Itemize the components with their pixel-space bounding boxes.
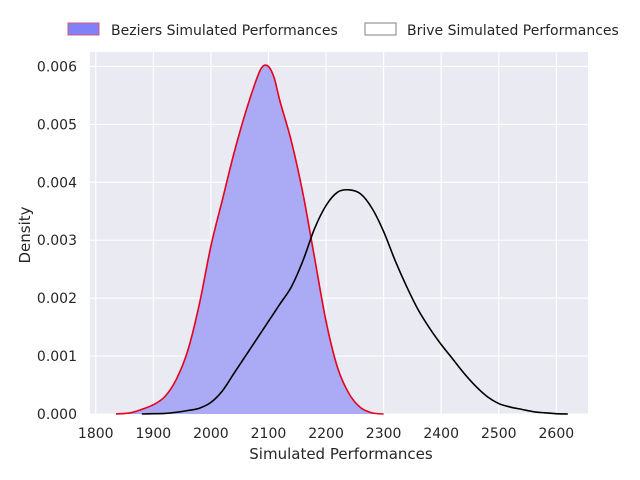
y-tick-label-6: 0.006 — [37, 59, 77, 75]
y-axis-label: Density — [16, 206, 34, 263]
x-axis-ticks: 1800 1900 2000 2100 2200 2300 2400 2500 2600 — [78, 426, 574, 442]
x-axis-label: Simulated Performances — [249, 445, 433, 463]
legend-label-1: Brive Simulated Performances — [407, 23, 619, 39]
x-tick-label-6: 2400 — [423, 426, 459, 442]
series-0-line — [115, 64, 384, 415]
y-tick-label-1: 0.001 — [37, 349, 77, 365]
x-tick-label-2: 2000 — [193, 426, 229, 442]
y-tick-label-0: 0.000 — [37, 407, 77, 423]
legend-label-0: Beziers Simulated Performances — [111, 23, 338, 39]
series-0-area — [115, 65, 384, 414]
legend-swatch-0 — [67, 22, 100, 36]
x-tick-label-5: 2300 — [366, 426, 402, 442]
legend: Beziers Simulated Performances Brive Simu… — [67, 22, 619, 39]
x-tick-label-1: 1900 — [136, 426, 172, 442]
series-layer — [115, 64, 568, 415]
x-tick-label-7: 2500 — [481, 426, 517, 442]
plot-background — [90, 52, 588, 414]
x-tick-label-0: 1800 — [78, 426, 114, 442]
y-tick-label-4: 0.004 — [37, 175, 77, 191]
y-tick-label-3: 0.003 — [37, 233, 77, 249]
y-axis-ticks: 0.000 0.001 0.002 0.003 0.004 0.005 0.006 — [37, 59, 77, 423]
legend-swatch-1 — [364, 22, 397, 36]
series-1-line — [141, 188, 568, 415]
x-tick-label-3: 2100 — [251, 426, 287, 442]
y-tick-label-5: 0.005 — [37, 117, 77, 133]
x-tick-label-4: 2200 — [308, 426, 344, 442]
y-tick-label-2: 0.002 — [37, 291, 77, 307]
x-tick-label-8: 2600 — [539, 426, 575, 442]
